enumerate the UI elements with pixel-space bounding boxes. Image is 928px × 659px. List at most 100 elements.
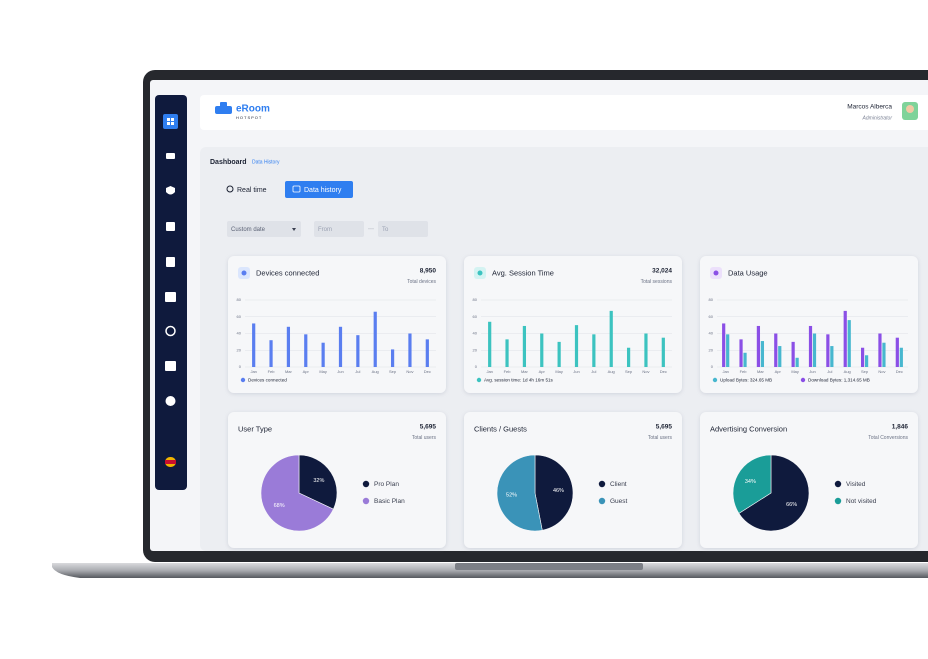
to-placeholder: To (382, 227, 389, 233)
y-tick-label: 0 (711, 364, 714, 369)
legend-marker (362, 480, 370, 488)
card-icon-glyph (241, 270, 247, 276)
pie-slice (496, 454, 543, 532)
brand: eRoom (236, 104, 270, 115)
legend-marker (598, 497, 606, 505)
y-tick-label: 80 (709, 297, 714, 302)
x-tick-label: Jan (250, 369, 256, 374)
bar (390, 349, 395, 367)
x-tick-label: Jan (486, 369, 492, 374)
x-tick-label: Jun (573, 369, 579, 374)
x-tick-label: Feb (740, 369, 748, 374)
bar (286, 326, 291, 367)
bar (356, 335, 360, 367)
nav-tasks[interactable] (166, 257, 175, 267)
legend-marker (834, 497, 842, 505)
nav-terminal[interactable] (165, 361, 176, 371)
nav-settings[interactable] (165, 396, 176, 406)
nav-icons (165, 118, 176, 406)
y-tick-label: 60 (709, 314, 714, 319)
card-total: 8,950 (420, 268, 437, 275)
x-tick-label: May (319, 369, 327, 374)
flag-stripe (165, 460, 176, 464)
legend-marker (476, 377, 482, 383)
bar (644, 333, 648, 367)
bar (847, 320, 851, 367)
pie-slice (298, 454, 338, 510)
pie-slice (738, 454, 810, 532)
bar (338, 326, 343, 367)
legend-label: Pro Plan (374, 481, 399, 488)
nav-signal[interactable] (165, 325, 176, 337)
card-total: 5,695 (656, 424, 673, 431)
laptop-base (52, 563, 928, 578)
y-tick-label: 0 (239, 364, 242, 369)
bar (812, 333, 817, 367)
y-tick-label: 60 (237, 314, 242, 319)
tab-real-time[interactable]: Real time (237, 187, 267, 194)
bar (574, 325, 579, 367)
nav-ads[interactable] (165, 292, 176, 302)
legend-label: Guest (610, 498, 628, 505)
bar (540, 333, 544, 367)
legend-label: Basic Plan (374, 498, 405, 505)
bar (661, 337, 665, 367)
bar (864, 355, 869, 367)
legend-marker (240, 377, 246, 383)
bar (321, 342, 325, 367)
breadcrumb-root[interactable]: Dashboard (210, 159, 247, 166)
bar (304, 334, 308, 367)
tab-data-history[interactable]: Data history (304, 187, 342, 194)
card-total-label: Total sessions (641, 279, 673, 285)
y-tick-label: 80 (473, 297, 478, 302)
x-tick-label: Jul (355, 369, 360, 374)
legend-marker (712, 377, 718, 383)
bar (425, 339, 429, 367)
bar (592, 334, 596, 367)
x-tick-label: Aug (372, 369, 379, 374)
card-total-label: Total Conversions (868, 435, 908, 441)
to-input[interactable] (378, 221, 428, 237)
tab-data-history-button[interactable] (285, 181, 353, 198)
y-tick-label: 0 (475, 364, 478, 369)
x-tick-label: Sep (625, 369, 633, 374)
y-tick-label: 80 (237, 297, 242, 302)
bar (826, 334, 830, 367)
bar (756, 325, 761, 367)
pie-slice (534, 454, 574, 531)
bar (795, 357, 799, 367)
nav-security[interactable] (166, 186, 175, 195)
bar (269, 340, 273, 367)
slice-label: 34% (745, 479, 756, 485)
legend-marker (362, 497, 370, 505)
bar (882, 342, 886, 367)
nav-servers[interactable] (166, 222, 175, 231)
x-tick-label: Nov (406, 369, 413, 374)
x-tick-label: Jul (591, 369, 596, 374)
bar (760, 341, 765, 367)
x-tick-label: Jan (722, 369, 728, 374)
bar (722, 323, 726, 367)
pie-slice (732, 454, 772, 514)
history-icon (292, 185, 301, 193)
x-tick-label: Feb (504, 369, 512, 374)
card-total-label: Total devices (407, 279, 436, 285)
legend-label: Not visited (846, 498, 877, 505)
bar (609, 310, 613, 367)
legend-marker (800, 377, 806, 383)
legend-marker (598, 480, 606, 488)
range-select[interactable] (227, 221, 301, 237)
bar (252, 323, 256, 367)
card-title: User Type (238, 424, 272, 433)
from-input[interactable] (314, 221, 364, 237)
avatar-face (906, 105, 914, 113)
nav-devices[interactable] (166, 153, 175, 159)
x-tick-label: Dec (896, 369, 903, 374)
x-tick-label: Jun (337, 369, 343, 374)
bar (895, 337, 899, 367)
x-tick-label: Aug (608, 369, 615, 374)
nav-dashboard[interactable] (163, 114, 178, 129)
legend-label: Upload Bytes: 324.65 MB (720, 378, 772, 383)
